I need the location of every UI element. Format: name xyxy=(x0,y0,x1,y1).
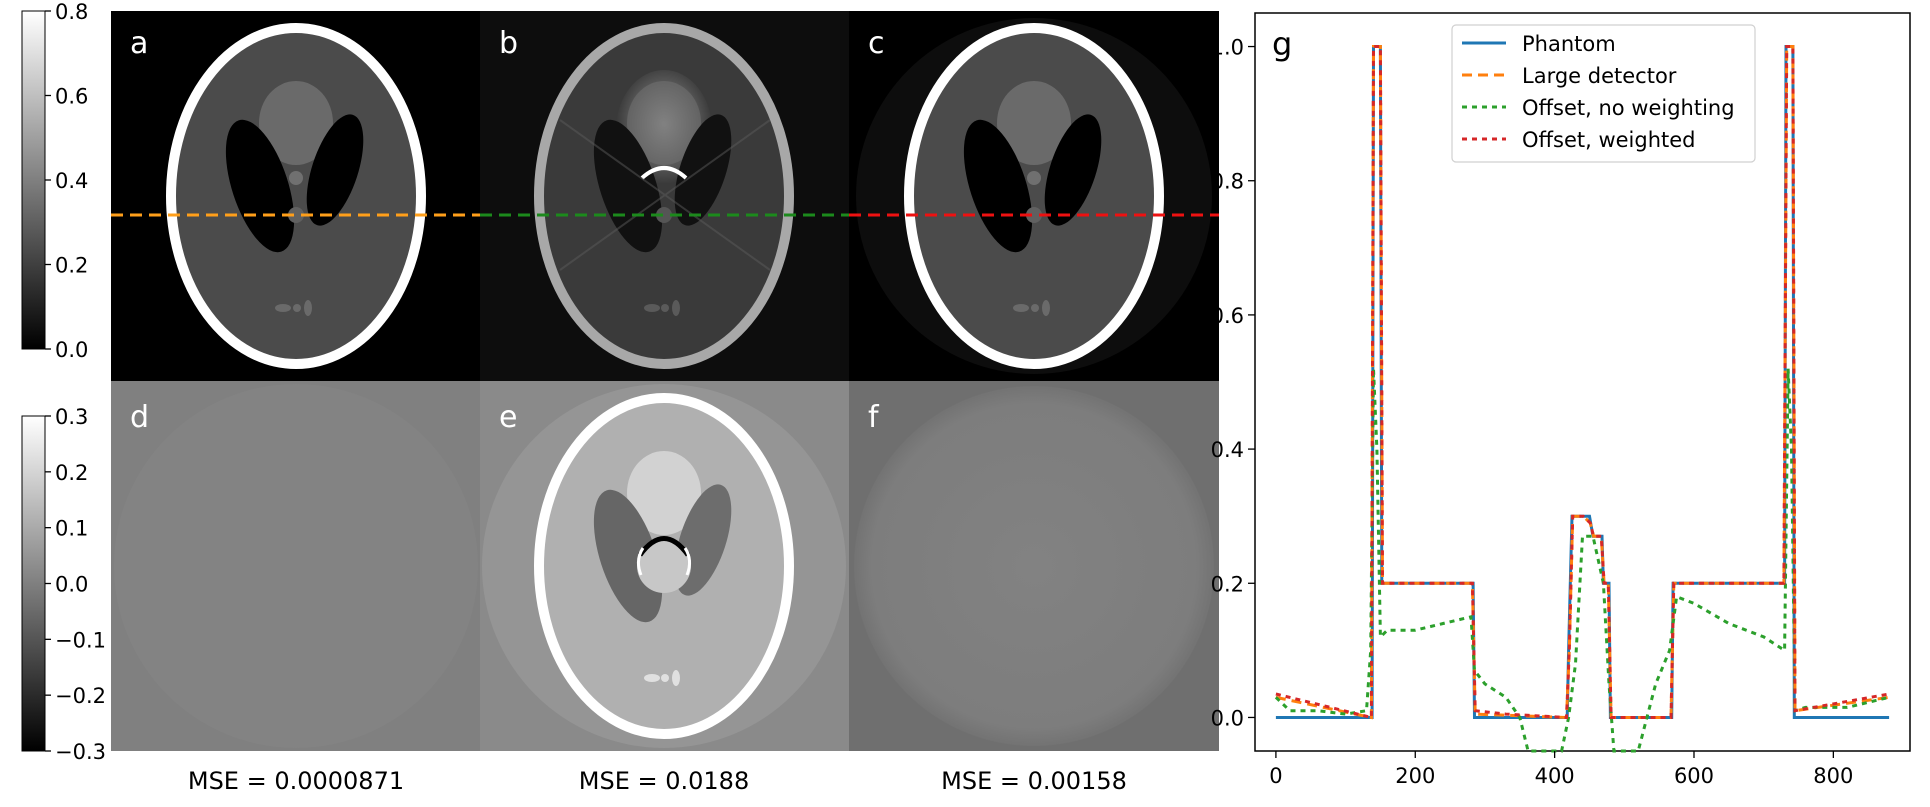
panel-f-image xyxy=(849,381,1219,751)
legend-box xyxy=(1451,24,1756,163)
panel-c-image xyxy=(849,11,1219,381)
colorbar-tick-label: 0.1 xyxy=(55,517,88,541)
mse-label-e: MSE = 0.0188 xyxy=(579,767,749,795)
y-tick-label: 1.0 xyxy=(1211,36,1244,60)
series-group xyxy=(1274,45,1890,753)
panel-e-image xyxy=(480,381,850,751)
colorbar-tick-label: −0.2 xyxy=(55,684,106,708)
colorbar-tick-label: 0.3 xyxy=(55,405,88,429)
colorbar-tick-label: −0.1 xyxy=(55,628,106,652)
panel-label-a: a xyxy=(130,26,148,61)
series-line xyxy=(1274,368,1890,753)
colorbar-tick-label: −0.3 xyxy=(55,740,106,764)
mse-label-f: MSE = 0.00158 xyxy=(941,767,1127,795)
x-tick-label: 0 xyxy=(1269,764,1282,788)
panel-label-g: g xyxy=(1272,25,1292,63)
mse-label-d: MSE = 0.0000871 xyxy=(188,767,404,795)
legend-label: Offset, weighted xyxy=(1522,128,1696,152)
colorbar-tick-label: 0.0 xyxy=(55,573,88,597)
y-tick-label: 0.2 xyxy=(1211,572,1244,596)
x-tick-label: 600 xyxy=(1674,764,1714,788)
x-tick-label: 400 xyxy=(1535,764,1575,788)
line-chart: g 0.0 0.2 0.4 0.6 0.8 1.0 0 200 400 600 800 Phant… xyxy=(1211,12,1911,788)
y-tick-label: 0.4 xyxy=(1211,438,1244,462)
colorbar-tick-label: 0.8 xyxy=(55,0,88,24)
legend-label: Phantom xyxy=(1522,32,1616,56)
colorbar-tick-label: 0.0 xyxy=(55,338,88,362)
series-line xyxy=(1275,45,1890,720)
colorbar-tick-label: 0.2 xyxy=(55,461,88,485)
legend-label: Offset, no weighting xyxy=(1522,96,1735,120)
y-axis: 0.0 0.2 0.4 0.6 0.8 1.0 xyxy=(1211,36,1255,730)
x-axis: 0 200 400 600 800 xyxy=(1269,751,1853,788)
panel-d-image xyxy=(111,381,481,751)
colorbar-tick-label: 0.6 xyxy=(55,85,88,109)
y-tick-label: 0.8 xyxy=(1211,170,1244,194)
colorbar-top: 0.8 0.6 0.4 0.2 0.0 xyxy=(21,0,88,362)
panel-label-c: c xyxy=(868,26,885,61)
panel-label-b: b xyxy=(499,26,518,61)
y-tick-label: 0.6 xyxy=(1211,304,1244,328)
plot-frame xyxy=(1254,12,1911,752)
legend-label: Large detector xyxy=(1522,64,1677,88)
panel-label-e: e xyxy=(499,400,517,435)
colorbar-bottom: 0.3 0.2 0.1 0.0 −0.1 −0.2 −0.3 xyxy=(21,405,106,764)
panel-a-image xyxy=(111,11,481,381)
legend: Phantom Large detector Offset, no weightin… xyxy=(1451,24,1756,163)
x-tick-label: 200 xyxy=(1395,764,1435,788)
colorbar-tick-label: 0.2 xyxy=(55,254,88,278)
panel-label-d: d xyxy=(130,400,149,435)
panel-b-image xyxy=(480,11,850,381)
x-tick-label: 800 xyxy=(1813,764,1853,788)
panel-label-f: f xyxy=(868,400,880,435)
y-tick-label: 0.0 xyxy=(1211,706,1244,730)
colorbar-tick-label: 0.4 xyxy=(55,169,88,193)
